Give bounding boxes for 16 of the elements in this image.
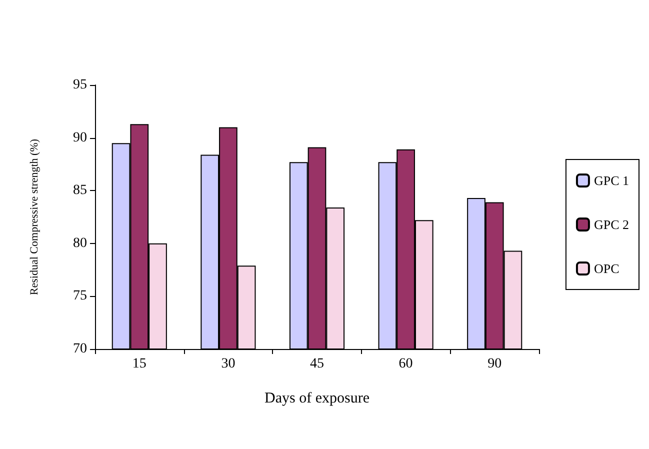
legend-label: GPC 1: [594, 173, 630, 188]
y-tick-label: 80: [73, 236, 87, 251]
y-tick-label: 85: [73, 183, 87, 198]
x-tick-label: 90: [488, 356, 502, 372]
x-tick-label: 15: [132, 356, 146, 372]
x-axis-title: Days of exposure: [264, 390, 370, 406]
y-tick-label: 75: [73, 288, 87, 304]
legend-label: OPC: [594, 261, 620, 276]
y-tick-label: 95: [73, 78, 87, 92]
x-tick-label: 45: [310, 356, 324, 372]
x-tick-label: 60: [398, 356, 413, 372]
x-tick-label: 30: [221, 356, 236, 372]
y-tick-label: 90: [73, 130, 87, 146]
y-tick-label: 70: [73, 342, 87, 356]
y-axis-title: Residual Compressive strength (%): [28, 138, 40, 296]
legend-label: GPC 2: [594, 217, 630, 232]
